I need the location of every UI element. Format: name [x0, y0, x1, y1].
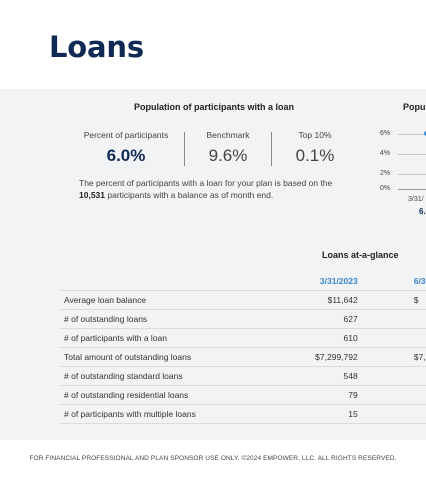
row-label: Total amount of outstanding loans [60, 347, 295, 367]
stat-divider [184, 132, 185, 166]
table-cell [361, 366, 426, 386]
table-cell: $7,299,792 [294, 347, 362, 367]
table-cell: $11,642 [294, 290, 362, 310]
loans-panel: Population of participants with a loan P… [0, 89, 426, 440]
table-cell [361, 385, 426, 405]
table-row: # of participants with a loan 610 [60, 328, 426, 348]
stat-benchmark: Benchmark 9.6% [178, 130, 278, 166]
stat-value: 6.0% [106, 146, 146, 165]
row-label: # of outstanding loans [60, 309, 295, 329]
y-tick-label: 0% [380, 185, 391, 192]
stat-label: Percent of participants [83, 130, 169, 140]
population-trend-title: Popu [403, 102, 426, 112]
stat-label: Benchmark [206, 130, 250, 140]
table-cell: $7,2 [361, 347, 426, 367]
table-cell [361, 404, 426, 424]
stat-value: 0.1% [295, 146, 335, 165]
baseline [398, 189, 426, 190]
stat-top-10: Top 10% 0.1% [265, 130, 365, 166]
population-section-title: Population of participants with a loan [134, 102, 295, 112]
table-row: Total amount of outstanding loans $7,299,… [60, 347, 426, 367]
gridline [398, 174, 426, 175]
column-header-date: 3/31/2023 [294, 272, 362, 291]
table-cell [361, 328, 426, 348]
row-label: # of participants with a loan [60, 328, 295, 348]
y-tick-label: 4% [380, 150, 391, 157]
table-cell: 15 [294, 404, 362, 424]
glance-title: Loans at-a-glance [322, 250, 399, 260]
stat-label: Top 10% [298, 130, 332, 140]
table-row: # of participants with multiple loans 15 [60, 404, 426, 424]
table-row: # of outstanding loans 627 [60, 309, 426, 329]
header-label-column [60, 272, 295, 291]
column-header-date: 6/30 [361, 272, 426, 291]
table-cell: 548 [294, 366, 362, 386]
y-tick-label: 2% [380, 170, 391, 177]
table-cell [361, 309, 426, 329]
note-suffix: participants with a balance as of month … [107, 190, 274, 200]
stat-value: 9.6% [208, 146, 248, 165]
table-cell: 610 [294, 328, 362, 348]
table-header-row: 3/31/2023 6/30 [60, 272, 426, 291]
page-title: Loans [49, 30, 144, 64]
table-cell: $ [361, 290, 426, 310]
note-count: 10,531 [79, 190, 105, 200]
table-cell: 627 [294, 309, 362, 329]
note-prefix: The percent of participants with a loan … [79, 178, 333, 188]
gridline [398, 134, 426, 135]
stat-percent-participants: Percent of participants 6.0% [76, 130, 176, 166]
table-cell: 79 [294, 385, 362, 405]
y-tick-label: 6% [380, 130, 391, 137]
stat-divider [271, 132, 272, 166]
table-row: # of outstanding standard loans 548 [60, 366, 426, 386]
loans-glance-table: 3/31/2023 6/30 Average loan balance$11,6… [60, 272, 426, 424]
row-label: # of outstanding residential loans [60, 385, 295, 405]
row-label: Average loan balance [60, 290, 295, 310]
population-note: The percent of participants with a loan … [79, 177, 359, 201]
data-point [424, 131, 426, 136]
table-row: # of outstanding residential loans 79 [60, 385, 426, 405]
table-row: Average loan balance $11,642 $ [60, 290, 426, 310]
x-tick-label: 3/31/ [408, 196, 424, 203]
footer-disclaimer: FOR FINANCIAL PROFESSIONAL AND PLAN SPON… [29, 455, 397, 462]
row-label: # of outstanding standard loans [60, 366, 295, 386]
gridline [398, 154, 426, 155]
row-label: # of participants with multiple loans [60, 404, 295, 424]
x-value-label: 6. [419, 207, 426, 216]
